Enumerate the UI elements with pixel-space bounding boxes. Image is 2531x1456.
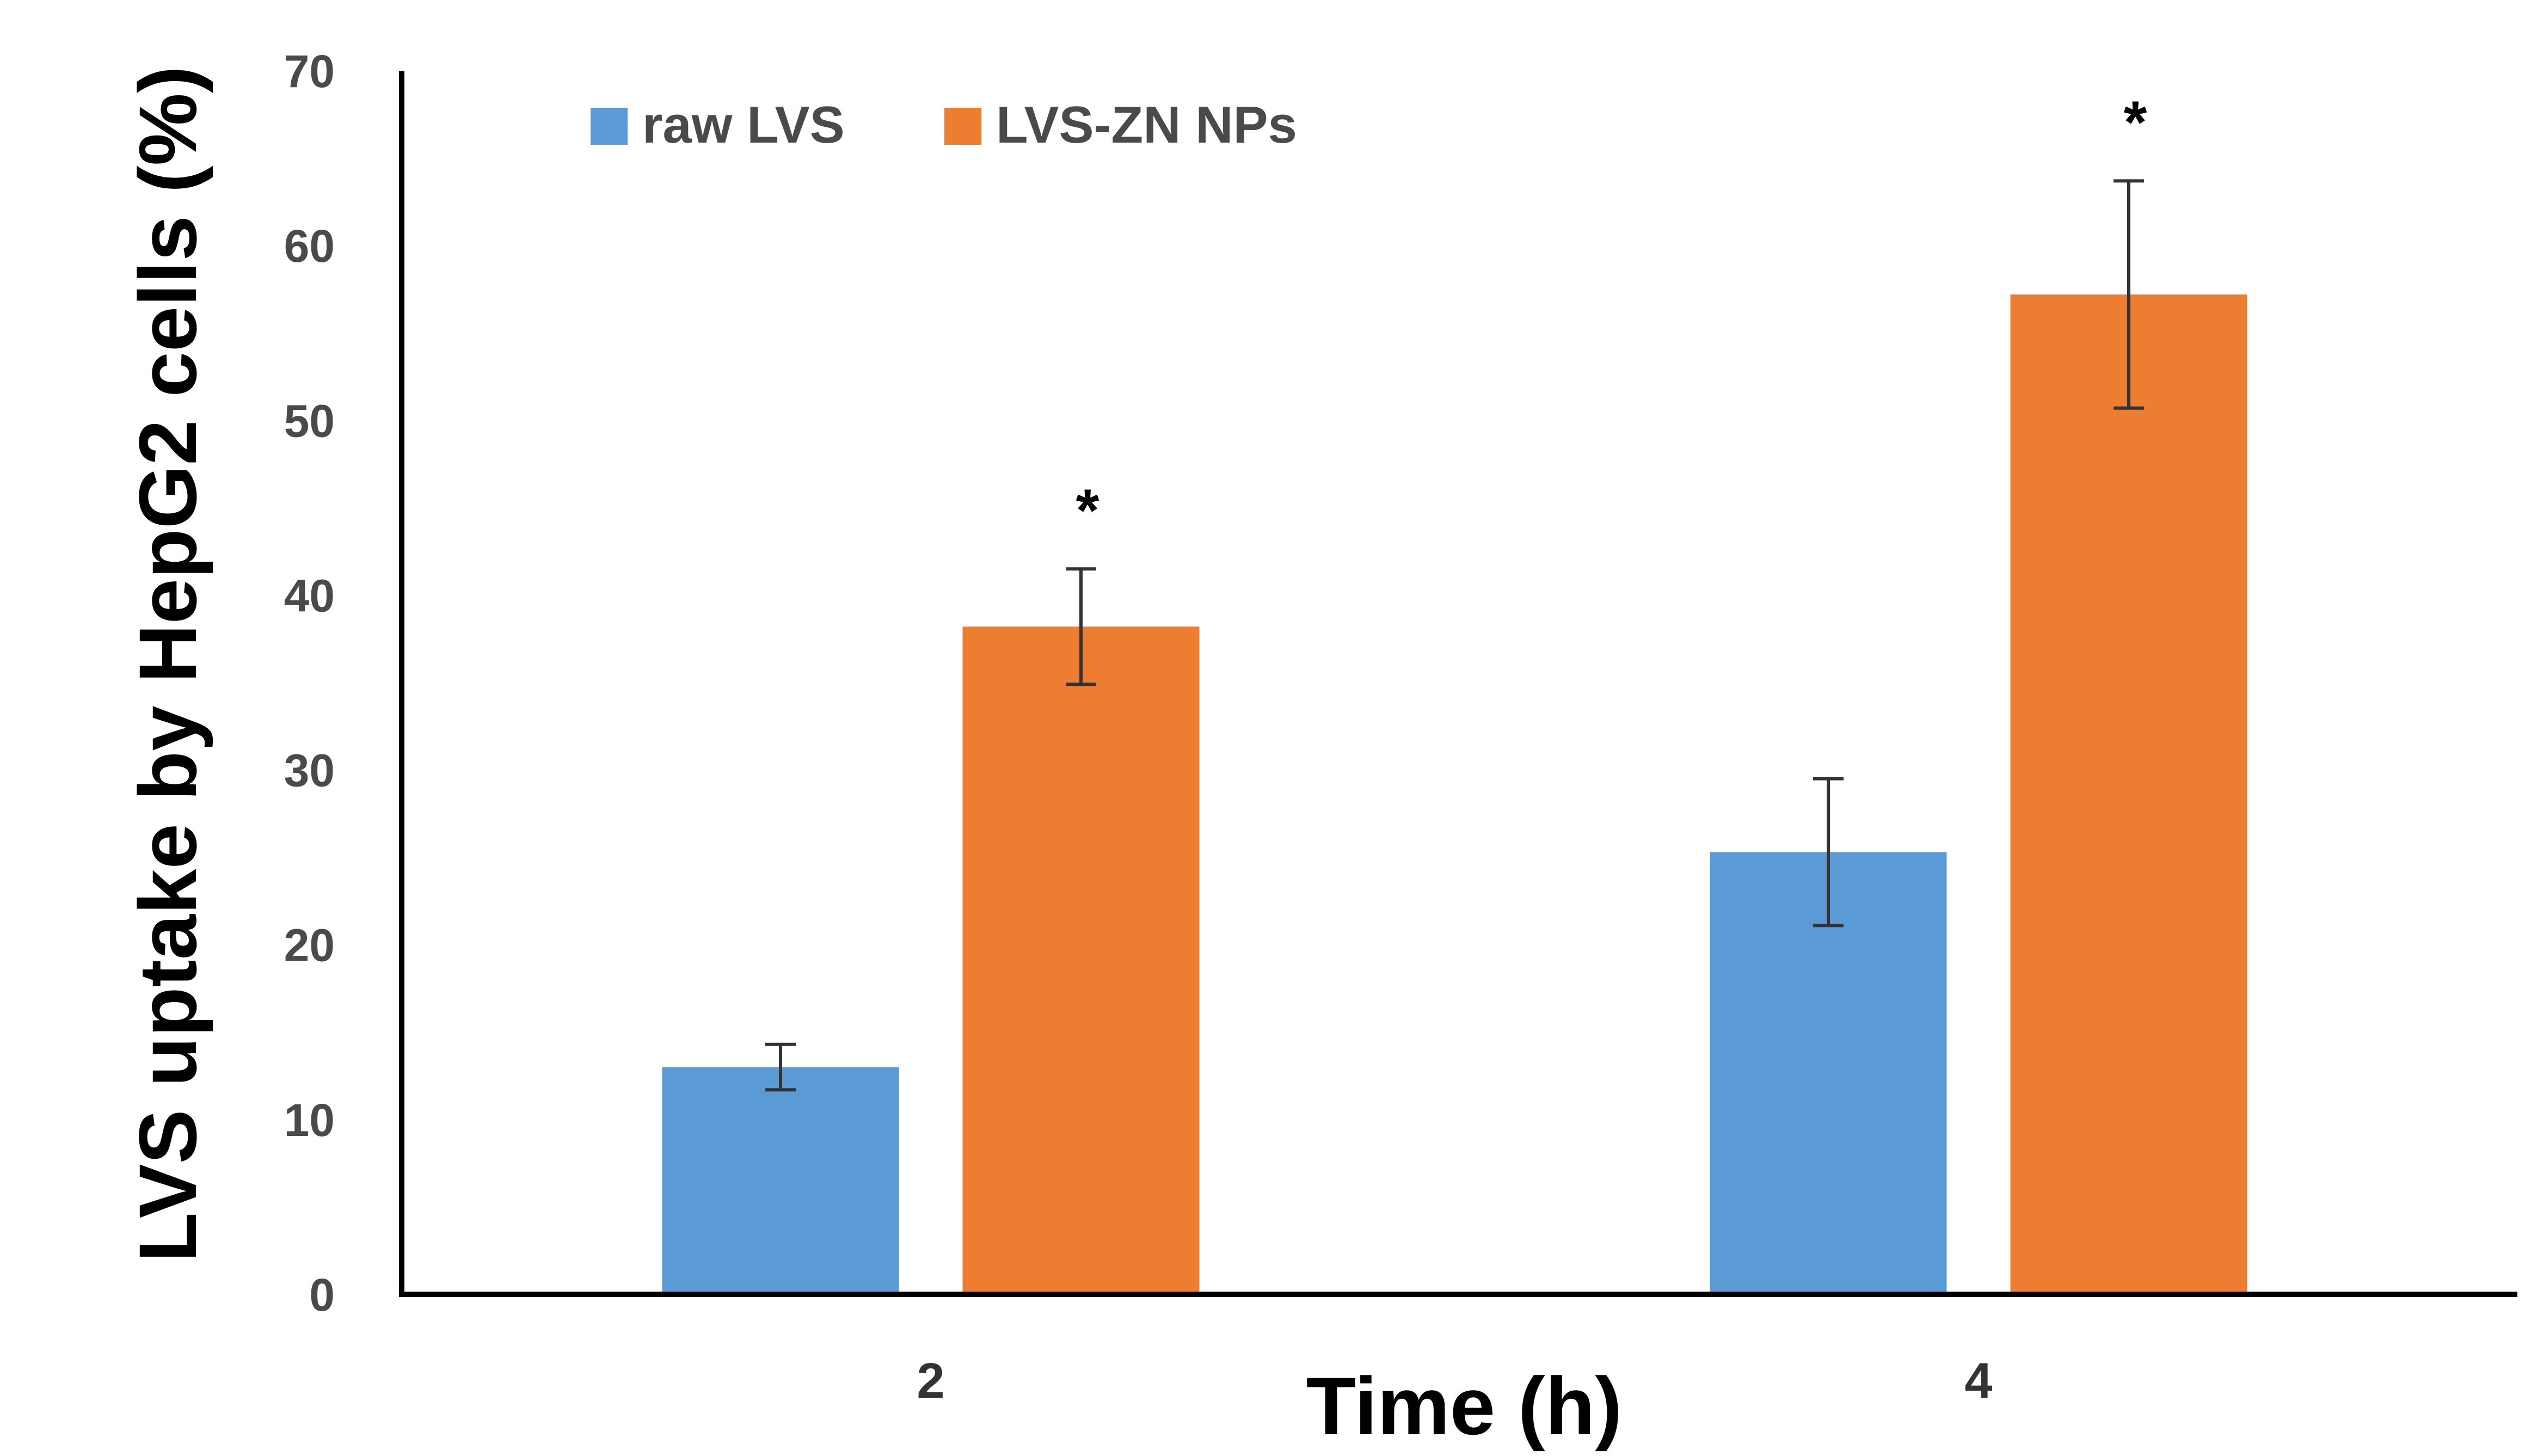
- y-tick-label: 0: [309, 1269, 335, 1320]
- legend-swatch: [944, 108, 981, 145]
- y-tick-label: 40: [284, 570, 335, 621]
- x-tick-label: 2: [917, 1353, 944, 1409]
- x-axis-title: Time (h): [1306, 1360, 1623, 1452]
- y-tick-label: 60: [284, 220, 335, 272]
- bar: [2010, 294, 2247, 1294]
- y-axis-title: LVS uptake by HepG2 cells (%): [122, 66, 213, 1262]
- legend-swatch: [591, 108, 628, 145]
- significance-marker: *: [1076, 477, 1099, 544]
- x-tick-label: 4: [1964, 1353, 1992, 1409]
- bar: [962, 626, 1200, 1294]
- y-tick-label: 10: [284, 1095, 335, 1146]
- legend-label: LVS-ZN NPs: [996, 96, 1297, 154]
- y-tick-label: 20: [284, 920, 335, 971]
- legend-label: raw LVS: [642, 96, 845, 154]
- bar: [662, 1067, 899, 1294]
- y-tick-label: 50: [284, 395, 335, 446]
- plot-area: 0 10 20 30 40 50 60 70 * * 2 4: [284, 46, 2517, 1409]
- legend: raw LVS LVS-ZN NPs: [591, 96, 1297, 154]
- significance-marker: *: [2124, 89, 2147, 156]
- y-tick-label: 70: [284, 46, 335, 97]
- y-tick-label: 30: [284, 745, 335, 796]
